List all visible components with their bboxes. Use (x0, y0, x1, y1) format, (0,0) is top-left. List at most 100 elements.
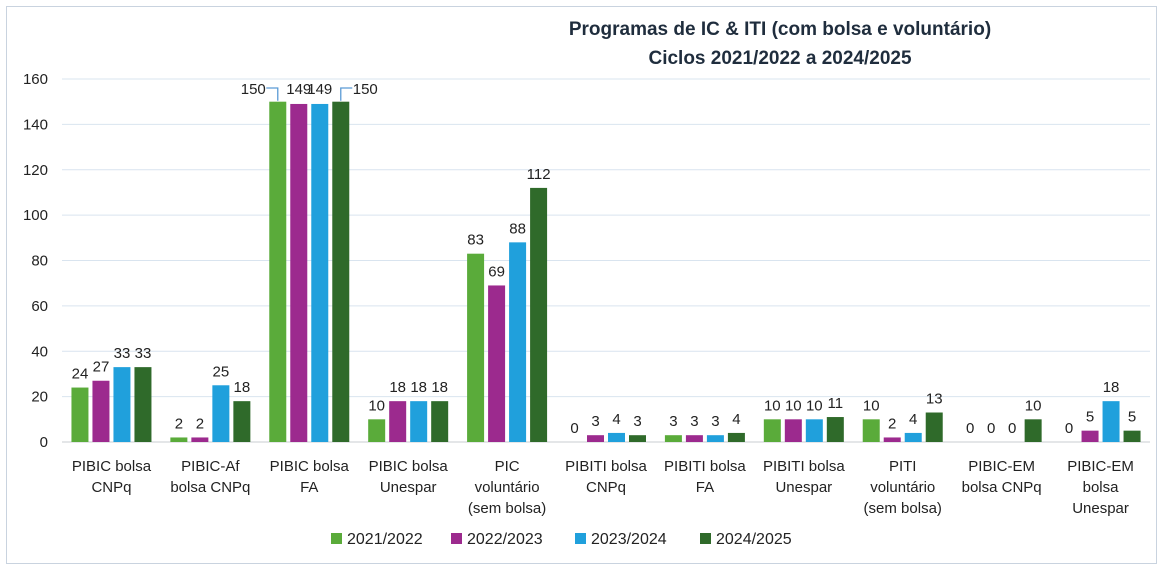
bar (410, 401, 428, 442)
x-tick-label: voluntário (870, 479, 935, 496)
bar (311, 103, 329, 443)
data-label: 0 (987, 420, 995, 437)
label-leader-line (340, 87, 353, 101)
data-label: 18 (431, 379, 448, 396)
bar (488, 285, 506, 442)
legend-swatch (331, 533, 342, 544)
legend-entry: 2021/2022 (347, 531, 423, 548)
y-tick-label: 120 (23, 162, 48, 179)
bar (629, 435, 646, 442)
data-label: 4 (612, 411, 620, 428)
legend: 2021/2022 2022/2023 2023/2024 2024/2025 (331, 531, 792, 548)
bar (1024, 419, 1042, 442)
data-label: 33 (135, 345, 152, 362)
bar (925, 412, 943, 442)
x-tick-label: PIBITI bolsa (763, 458, 845, 475)
x-tick-label: PITI (889, 458, 917, 475)
bar (530, 187, 548, 442)
data-label: 10 (368, 397, 385, 414)
data-label: 18 (410, 379, 427, 396)
data-label: 150 (353, 81, 378, 98)
bar (332, 101, 350, 442)
bar (805, 419, 823, 442)
y-tick-label: 100 (23, 207, 48, 224)
legend-entry: 2022/2023 (467, 531, 543, 548)
data-label: 2 (175, 415, 183, 432)
bar (113, 367, 131, 442)
y-axis: 0 20 40 60 80 100 120 140 160 (23, 71, 48, 451)
x-tick-label: Unespar (775, 479, 832, 496)
x-tick-label: PIC (495, 458, 520, 475)
x-tick-label: PIBIC-EM (968, 458, 1035, 475)
bar (134, 367, 152, 442)
data-label: 88 (509, 220, 526, 237)
x-tick-label: CNPq (586, 479, 626, 496)
x-tick-label: PIBITI bolsa (565, 458, 647, 475)
bar (706, 435, 724, 442)
bar (784, 419, 802, 442)
data-label: 18 (234, 379, 251, 396)
data-label: 10 (1025, 397, 1042, 414)
bar (269, 101, 287, 442)
data-label: 149 (307, 81, 332, 98)
data-label: 27 (93, 359, 110, 376)
data-label: 11 (828, 395, 844, 412)
x-tick-label: (sem bolsa) (864, 500, 942, 517)
data-label: 10 (764, 397, 781, 414)
legend-swatch (700, 533, 711, 544)
bar (727, 432, 745, 442)
data-label: 69 (488, 263, 505, 280)
bar (1081, 430, 1099, 442)
chart-title-line-2: Ciclos 2021/2022 a 2024/2025 (648, 48, 911, 69)
bar (664, 435, 682, 442)
bar (1123, 430, 1141, 442)
data-label: 3 (711, 413, 719, 430)
bar (685, 435, 703, 442)
x-tick-label: PIBIC bolsa (270, 458, 350, 475)
data-label: 3 (690, 413, 698, 430)
x-tick-label: FA (300, 479, 318, 496)
bar (862, 419, 880, 442)
label-leader-line (266, 87, 279, 101)
data-label: 83 (467, 232, 484, 249)
bar (587, 435, 604, 442)
data-label: 18 (389, 379, 406, 396)
bar (290, 103, 308, 443)
bar (368, 419, 386, 442)
bar (233, 401, 251, 442)
x-tick-label: bolsa CNPq (170, 479, 250, 496)
x-tick-label: bolsa (1083, 479, 1120, 496)
bar (826, 417, 844, 442)
data-label: 18 (1103, 379, 1120, 396)
y-tick-label: 160 (23, 71, 48, 88)
data-label: 0 (1008, 420, 1016, 437)
legend-entry: 2024/2025 (716, 531, 792, 548)
bar (389, 401, 407, 442)
bar (212, 385, 230, 442)
data-label: 4 (732, 411, 740, 428)
legend-swatch (575, 533, 586, 544)
bar (608, 432, 625, 442)
data-label: 149 (286, 81, 311, 98)
y-tick-label: 40 (31, 343, 48, 360)
chart-title: Programas de IC & ITI (com bolsa e volun… (569, 19, 991, 69)
chart-title-line-1: Programas de IC & ITI (com bolsa e volun… (569, 19, 991, 40)
chart-frame (6, 6, 1157, 564)
data-label: 10 (863, 397, 880, 414)
data-label: 5 (1128, 409, 1136, 426)
data-label: 5 (1086, 409, 1094, 426)
data-label: 0 (966, 420, 974, 437)
bar (431, 401, 449, 442)
data-label: 0 (570, 420, 578, 437)
y-tick-label: 20 (31, 389, 48, 406)
x-axis: PIBIC bolsa CNPq PIBIC-Af bolsa CNPq PIBIC b… (72, 458, 1134, 517)
data-label: 10 (785, 397, 802, 414)
data-label: 2 (196, 415, 204, 432)
data-label: 3 (669, 413, 677, 430)
y-tick-label: 140 (23, 116, 48, 133)
x-tick-label: PIBIC-EM (1067, 458, 1134, 475)
bar (170, 437, 188, 442)
bar (92, 380, 110, 442)
